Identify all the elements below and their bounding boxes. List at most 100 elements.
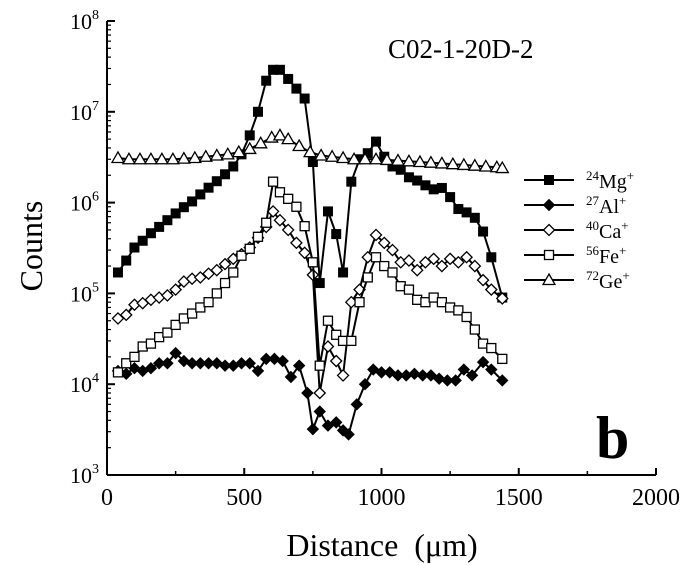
legend-label: 40Ca+ xyxy=(586,218,629,243)
data-point-ca xyxy=(281,223,295,237)
data-point-ca xyxy=(193,270,207,284)
legend-item-fe: 56Fe+ xyxy=(524,243,626,268)
data-point-fe xyxy=(211,288,222,299)
data-point-al xyxy=(330,416,343,429)
y-tick-label: 106 xyxy=(70,190,99,216)
data-point-ca xyxy=(336,368,350,382)
data-point-ge xyxy=(187,150,202,164)
data-point-al xyxy=(194,357,207,370)
data-point-ge xyxy=(281,131,296,145)
data-point-mg xyxy=(244,130,255,141)
data-point-ca xyxy=(169,283,183,297)
data-point-mg xyxy=(412,175,423,186)
data-point-al xyxy=(358,377,372,391)
series-ca xyxy=(111,204,509,400)
data-point-fe xyxy=(379,260,390,272)
series-al xyxy=(111,346,509,441)
data-point-ge xyxy=(434,156,450,169)
data-point-fe xyxy=(291,201,302,212)
x-tick-label: 500 xyxy=(226,485,262,511)
data-point-fe xyxy=(346,335,357,347)
data-point-al xyxy=(185,357,199,370)
data-point-fe xyxy=(244,243,255,254)
legend-label: 27Al+ xyxy=(586,193,626,218)
data-point-mg xyxy=(112,267,123,278)
data-point-ge xyxy=(154,151,170,165)
data-point-ge xyxy=(220,147,235,160)
data-point-fe xyxy=(219,277,231,289)
data-point-al xyxy=(457,363,471,376)
data-point-fe xyxy=(331,329,342,340)
data-point-ge xyxy=(303,144,318,158)
data-point-al xyxy=(260,352,273,366)
x-tick-label: 1500 xyxy=(495,485,543,511)
data-point-ge xyxy=(292,138,307,152)
legend-marker xyxy=(543,249,555,261)
data-point-fe xyxy=(186,308,198,319)
data-point-mg xyxy=(291,83,302,94)
data-point-ge xyxy=(445,156,460,170)
legend-marker xyxy=(541,272,557,286)
data-point-al xyxy=(350,398,364,411)
series-mg xyxy=(112,64,508,303)
data-point-ca xyxy=(298,246,312,260)
data-point-ca xyxy=(427,252,441,266)
data-point-mg xyxy=(154,221,165,232)
y-tick-label: 107 xyxy=(70,99,99,125)
data-point-al xyxy=(465,369,479,382)
legend-item-ca: 40Ca+ xyxy=(524,218,629,243)
data-point-al xyxy=(449,374,462,387)
data-point-ca xyxy=(495,292,509,305)
data-point-mg xyxy=(129,242,140,253)
data-point-mg xyxy=(203,182,214,193)
data-point-al xyxy=(202,357,215,370)
data-point-ge xyxy=(335,150,351,164)
data-point-ca xyxy=(329,354,343,368)
data-point-al xyxy=(416,369,429,382)
data-point-mg xyxy=(469,212,480,223)
data-point-al xyxy=(441,374,454,387)
data-point-al xyxy=(408,367,421,381)
data-point-fe xyxy=(267,176,279,187)
legend-label: 56Fe+ xyxy=(586,243,626,268)
data-point-mg xyxy=(228,161,239,172)
data-point-al xyxy=(169,346,182,360)
data-point-ge xyxy=(401,153,417,167)
data-point-al xyxy=(301,386,314,400)
legend-label: 72Ge+ xyxy=(586,268,630,293)
data-point-mg xyxy=(436,182,447,193)
legend-item-al: 27Al+ xyxy=(524,193,626,218)
data-point-al xyxy=(375,366,388,379)
data-point-ge xyxy=(313,148,329,161)
data-point-mg xyxy=(220,169,231,180)
data-point-mg xyxy=(299,93,310,104)
panel-label: b xyxy=(596,405,629,471)
data-point-al xyxy=(235,357,248,370)
data-point-ca xyxy=(410,263,424,277)
data-point-ge xyxy=(412,154,428,168)
data-point-ca xyxy=(160,289,174,302)
data-point-ge xyxy=(346,151,362,165)
series-layer xyxy=(110,64,510,441)
data-point-mg xyxy=(371,136,382,147)
data-point-fe xyxy=(195,302,206,313)
data-point-fe xyxy=(314,360,325,371)
data-point-mg xyxy=(403,172,414,183)
x-tick-label: 2000 xyxy=(632,485,680,511)
data-point-mg xyxy=(314,278,325,289)
data-point-ca xyxy=(435,259,449,273)
data-point-fe xyxy=(261,217,272,228)
data-point-mg xyxy=(428,184,439,195)
data-point-ge xyxy=(143,151,159,165)
data-point-fe xyxy=(461,311,472,323)
data-point-ge xyxy=(176,151,191,164)
data-point-al xyxy=(276,354,289,368)
series-ge xyxy=(110,128,510,174)
data-point-ca xyxy=(377,236,391,250)
y-axis-label: Counts xyxy=(13,201,49,292)
data-point-mg xyxy=(274,64,285,75)
data-point-al xyxy=(342,428,355,441)
data-point-fe xyxy=(469,324,480,335)
data-point-fe xyxy=(362,272,373,283)
